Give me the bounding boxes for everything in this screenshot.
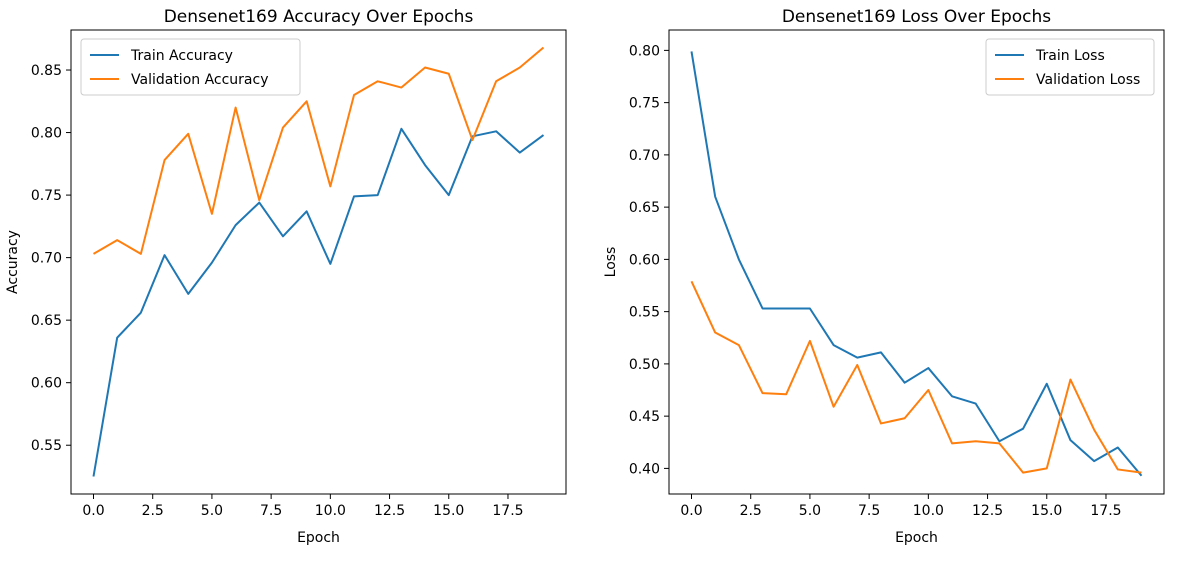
x-tick-label: 17.5 [492,503,523,519]
x-tick-label: 10.0 [315,503,346,519]
y-tick-label: 0.70 [629,148,660,164]
x-tick-label: 2.5 [740,503,762,519]
x-tick-label: 15.0 [1031,503,1062,519]
y-axis-label: Accuracy [5,230,21,294]
series-line-validation-loss [690,280,1142,474]
y-tick-label: 0.55 [31,438,62,454]
x-tick-label: 0.0 [82,503,104,519]
y-tick-label: 0.80 [31,126,62,142]
series-line-train-loss [690,51,1143,477]
x-tick-label: 17.5 [1090,503,1121,519]
accuracy-chart: Densenet169 Accuracy Over Epochs 0.0 2.5 5.… [5,7,567,546]
x-tick-label: 7.5 [260,503,282,519]
legend: Train Accuracy Validation Accuracy [80,38,301,96]
y-tick-label: 0.65 [629,200,660,216]
legend-label: Validation Loss [1036,72,1140,88]
x-tick-label: 5.0 [201,503,223,519]
x-tick-label: 0.0 [680,503,702,519]
x-tick-label: 7.5 [858,503,880,519]
y-tick-label: 0.50 [629,357,660,373]
x-tick-label: 12.5 [374,503,405,519]
legend: Train Loss Validation Loss [985,38,1155,96]
chart-title: Densenet169 Accuracy Over Epochs [164,7,474,27]
legend-label: Train Loss [1035,48,1105,64]
y-tick-label: 0.75 [629,96,660,112]
series-line-train-accuracy [92,127,545,477]
y-axis-label: Loss [603,247,619,278]
x-tick-label: 15.0 [433,503,464,519]
x-axis-label: Epoch [297,530,340,546]
x-axis-label: Epoch [895,530,938,546]
axes-frame [668,29,1165,495]
y-tick-label: 0.55 [629,305,660,321]
y-tick-label: 0.80 [629,43,660,59]
chart-title: Densenet169 Loss Over Epochs [782,7,1051,27]
x-tick-label: 12.5 [972,503,1003,519]
x-tick-label: 2.5 [142,503,164,519]
legend-frame [985,38,1155,96]
legend-frame [80,38,301,96]
y-tick-label: 0.85 [31,63,62,79]
x-tick-label: 5.0 [799,503,821,519]
y-tick-label: 0.60 [31,376,62,392]
y-tick-label: 0.65 [31,313,62,329]
y-tick-label: 0.60 [629,252,660,268]
legend-label: Train Accuracy [130,48,233,64]
y-tick-label: 0.70 [31,251,62,267]
y-tick-label: 0.45 [629,409,660,425]
axes-frame [70,29,567,495]
x-tick-label: 10.0 [913,503,944,519]
loss-chart: Densenet169 Loss Over Epochs 0.0 2.5 5.0 7.5… [603,7,1165,546]
y-tick-label: 0.75 [31,188,62,204]
y-tick-label: 0.40 [629,461,660,477]
series-line-validation-accuracy [92,46,545,255]
legend-label: Validation Accuracy [131,72,269,88]
